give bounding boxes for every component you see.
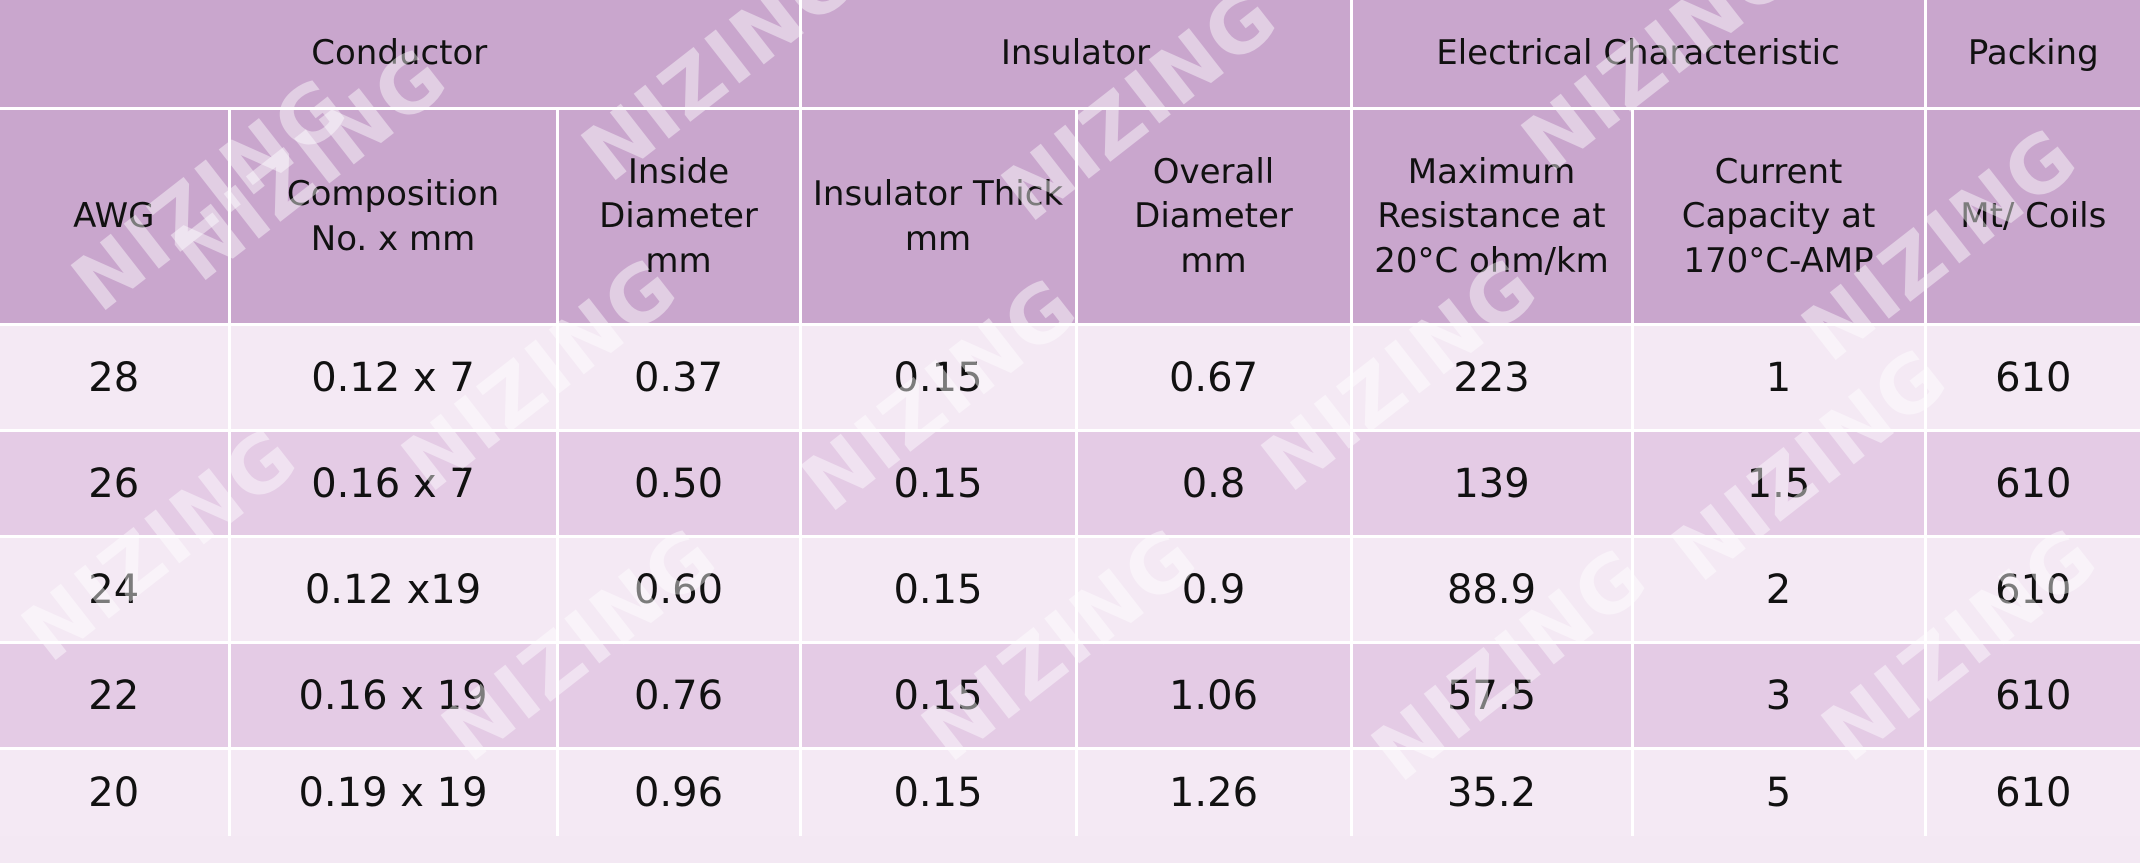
data-row: 28 0.12 x 7 0.37 0.15 0.67 223 1 610 — [0, 323, 2140, 432]
cell: 0.15 — [798, 429, 1078, 538]
cell: 0.76 — [555, 641, 802, 750]
cell: 0.96 — [555, 747, 802, 836]
cell: 139 — [1349, 429, 1634, 538]
cell: 610 — [1923, 323, 2140, 432]
cell: 88.9 — [1349, 535, 1634, 644]
cell: 610 — [1923, 535, 2140, 644]
group-header: Electrical Characteristic — [1349, 0, 1927, 110]
cell: 0.15 — [798, 641, 1078, 750]
cell: 0.16 x 7 — [227, 429, 559, 538]
cell: 0.12 x19 — [227, 535, 559, 644]
group-header: Insulator — [798, 0, 1353, 110]
column-header: Mt/ Coils — [1923, 107, 2140, 326]
column-header: Current Capacity at 170°C-AMP — [1630, 107, 1927, 326]
cell: 0.15 — [798, 535, 1078, 644]
cell: 223 — [1349, 323, 1634, 432]
cell: 0.60 — [555, 535, 802, 644]
cell: 1.06 — [1074, 641, 1353, 750]
column-header: Maximum Resistance at 20°C ohm/km — [1349, 107, 1634, 326]
column-header: Composition No. x mm — [227, 107, 559, 326]
data-row: 22 0.16 x 19 0.76 0.15 1.06 57.5 3 610 — [0, 641, 2140, 750]
column-header: Inside Diameter mm — [555, 107, 802, 326]
spec-table: Conductor Insulator Electrical Characteris… — [0, 0, 2140, 836]
cell: 3 — [1630, 641, 1927, 750]
cell: 610 — [1923, 747, 2140, 836]
cell: 35.2 — [1349, 747, 1634, 836]
cell: 610 — [1923, 429, 2140, 538]
cell: 0.15 — [798, 323, 1078, 432]
cell: 0.15 — [798, 747, 1078, 836]
cell: 5 — [1630, 747, 1927, 836]
cell: 22 — [0, 641, 231, 750]
cell: 0.37 — [555, 323, 802, 432]
column-header: AWG — [0, 107, 231, 326]
cell: 610 — [1923, 641, 2140, 750]
data-row: 26 0.16 x 7 0.50 0.15 0.8 139 1.5 610 — [0, 429, 2140, 538]
group-header: Packing — [1923, 0, 2140, 110]
group-header-row: Conductor Insulator Electrical Characteris… — [0, 0, 2140, 110]
column-header-row: AWG Composition No. x mm Inside Diameter m… — [0, 107, 2140, 326]
cell: 26 — [0, 429, 231, 538]
cell: 2 — [1630, 535, 1927, 644]
cell: 28 — [0, 323, 231, 432]
cell: 0.67 — [1074, 323, 1353, 432]
cell: 1 — [1630, 323, 1927, 432]
cell: 1.5 — [1630, 429, 1927, 538]
cell: 0.12 x 7 — [227, 323, 559, 432]
column-header: Overall Diameter mm — [1074, 107, 1353, 326]
group-header: Conductor — [0, 0, 802, 110]
data-row: 24 0.12 x19 0.60 0.15 0.9 88.9 2 610 — [0, 535, 2140, 644]
cell: 20 — [0, 747, 231, 836]
cell: 57.5 — [1349, 641, 1634, 750]
data-row: 20 0.19 x 19 0.96 0.15 1.26 35.2 5 610 — [0, 747, 2140, 836]
cell: 0.19 x 19 — [227, 747, 559, 836]
cell: 0.50 — [555, 429, 802, 538]
cell: 0.9 — [1074, 535, 1353, 644]
column-header: Insulator Thick mm — [798, 107, 1078, 326]
cell: 24 — [0, 535, 231, 644]
cell: 1.26 — [1074, 747, 1353, 836]
cell: 0.16 x 19 — [227, 641, 559, 750]
cell: 0.8 — [1074, 429, 1353, 538]
